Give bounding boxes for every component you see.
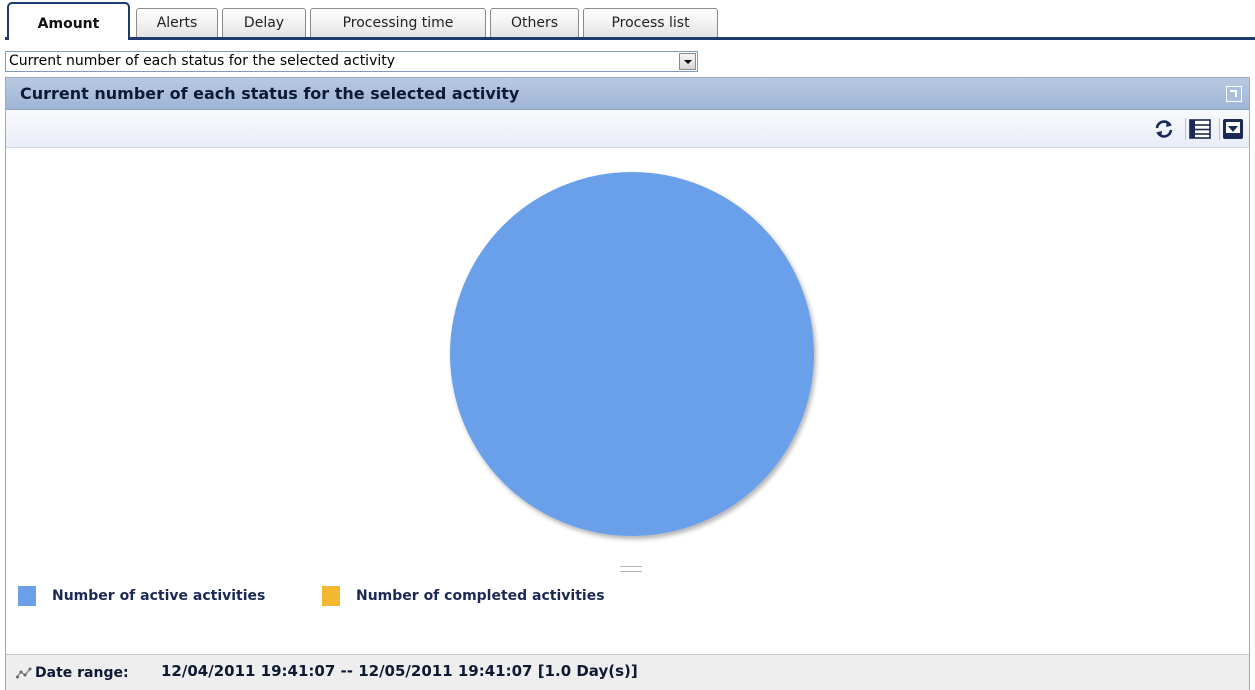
refresh-icon[interactable] <box>1152 117 1176 141</box>
view-select-value: Current number of each status for the se… <box>9 53 396 69</box>
chart-panel: Current number of each status for the se… <box>5 77 1250 690</box>
toolbar-separator <box>1219 118 1220 140</box>
chart-area: Number of active activities Number of co… <box>6 148 1249 654</box>
legend-swatch-completed <box>322 586 340 606</box>
list-view-icon[interactable] <box>1188 117 1212 141</box>
tab-delay[interactable]: Delay <box>222 8 306 37</box>
dropdown-arrow-icon[interactable] <box>679 53 696 70</box>
tab-process-list[interactable]: Process list <box>583 8 718 37</box>
panel-title: Current number of each status for the se… <box>20 84 520 103</box>
tab-processing-time[interactable]: Processing time <box>310 8 486 37</box>
chart-line-icon <box>16 667 32 683</box>
date-range-footer: Date range: 12/04/2011 19:41:07 -- 12/05… <box>6 654 1249 690</box>
legend-swatch-active <box>18 586 36 606</box>
date-range-value: 12/04/2011 19:41:07 -- 12/05/2011 19:41:… <box>161 662 638 680</box>
tab-bar: Amount Alerts Delay Processing time Othe… <box>0 0 1255 40</box>
tab-baseline <box>5 37 1255 40</box>
maximize-icon[interactable] <box>1226 86 1242 102</box>
legend-label-completed: Number of completed activities <box>356 588 605 604</box>
view-select[interactable]: Current number of each status for the se… <box>5 51 698 72</box>
date-range-label: Date range: <box>35 665 129 681</box>
panel-toolbar <box>6 110 1249 148</box>
toolbar-separator <box>1185 118 1186 140</box>
resize-handle[interactable] <box>620 566 642 572</box>
tab-alerts[interactable]: Alerts <box>136 8 218 37</box>
collapse-icon[interactable] <box>1221 117 1245 141</box>
pie-slice-0[interactable] <box>450 172 814 536</box>
legend-label-active: Number of active activities <box>52 588 266 604</box>
panel-header: Current number of each status for the se… <box>6 78 1249 110</box>
tab-amount[interactable]: Amount <box>7 2 130 40</box>
pie-chart <box>450 172 814 536</box>
tab-others[interactable]: Others <box>490 8 579 37</box>
